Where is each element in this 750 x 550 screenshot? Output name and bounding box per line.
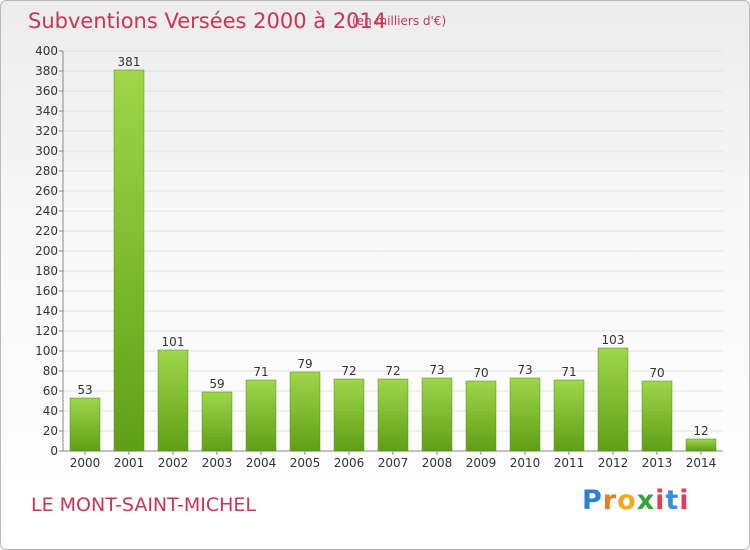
x-tick-label: 2011 <box>554 456 585 470</box>
x-tick-label: 2001 <box>114 456 145 470</box>
data-label: 101 <box>162 335 185 349</box>
chart-title: Subventions Versées 2000 à 2014 <box>28 9 387 33</box>
x-tick-label: 2005 <box>290 456 321 470</box>
y-tick-label: 200 <box>35 244 58 258</box>
data-label: 59 <box>209 377 224 391</box>
x-tick-label: 2008 <box>422 456 453 470</box>
data-label: 72 <box>385 364 400 378</box>
y-tick-label: 60 <box>43 384 58 398</box>
y-tick-label: 80 <box>43 364 58 378</box>
bar <box>113 69 145 452</box>
logo-letter: P <box>582 485 603 516</box>
y-tick-label: 100 <box>35 344 58 358</box>
bar <box>157 349 189 452</box>
y-tick-label: 260 <box>35 184 58 198</box>
x-tick-label: 2012 <box>598 456 629 470</box>
data-label: 12 <box>693 424 708 438</box>
bar <box>465 380 497 452</box>
bar <box>509 377 541 452</box>
y-tick-label: 240 <box>35 204 58 218</box>
y-tick-label: 320 <box>35 124 58 138</box>
y-tick-label: 160 <box>35 284 58 298</box>
proxiti-logo: Proxiti <box>582 485 690 516</box>
y-tick-label: 140 <box>35 304 58 318</box>
data-labels: 53 381 101 59 71 79 72 72 73 70 73 71 103 70 12 <box>77 55 708 438</box>
y-tick-label: 400 <box>35 44 58 58</box>
x-tick-label: 2002 <box>158 456 189 470</box>
data-label: 70 <box>473 366 488 380</box>
data-label: 73 <box>429 363 444 377</box>
data-label: 71 <box>253 365 268 379</box>
x-tick-label: 2003 <box>202 456 233 470</box>
logo-letter: o <box>617 485 637 516</box>
y-tick-label: 300 <box>35 144 58 158</box>
bar <box>377 378 409 452</box>
logo-letter: i <box>655 485 666 516</box>
logo-letter: x <box>636 485 656 516</box>
bar <box>333 378 365 452</box>
y-tick-label: 340 <box>35 104 58 118</box>
y-tick-label: 360 <box>35 84 58 98</box>
data-label: 103 <box>602 333 625 347</box>
unit-label: (en milliers d'€) <box>352 14 447 28</box>
y-tick-label: 120 <box>35 324 58 338</box>
bar <box>201 391 233 452</box>
y-tick-labels: 0 20 40 60 80 100 120 140 160 180 200 220 240 260 280 3… <box>35 44 58 458</box>
logo-letter: t <box>665 485 680 516</box>
bar <box>641 380 673 452</box>
data-label: 71 <box>561 365 576 379</box>
bar <box>69 397 101 452</box>
data-label: 70 <box>649 366 664 380</box>
data-label: 73 <box>517 363 532 377</box>
x-tick-label: 2009 <box>466 456 497 470</box>
y-tick-label: 380 <box>35 64 58 78</box>
bar <box>685 438 717 452</box>
x-tick-label: 2014 <box>686 456 717 470</box>
x-tick-label: 2007 <box>378 456 409 470</box>
bar <box>245 379 277 452</box>
bars <box>69 69 717 452</box>
data-label: 72 <box>341 364 356 378</box>
commune-name: LE MONT-SAINT-MICHEL <box>31 494 256 516</box>
logo-letter: i <box>679 485 690 516</box>
x-tick-label: 2000 <box>70 456 101 470</box>
x-tick-labels: 2000 2001 2002 2003 2004 2005 2006 2007 2008 2009… <box>70 456 717 470</box>
data-label: 79 <box>297 357 312 371</box>
x-tick-label: 2004 <box>246 456 277 470</box>
bar <box>289 371 321 452</box>
y-tick-label: 280 <box>35 164 58 178</box>
x-tick-label: 2006 <box>334 456 365 470</box>
data-label: 381 <box>118 55 141 69</box>
y-tick-label: 0 <box>50 444 58 458</box>
y-tick-label: 220 <box>35 224 58 238</box>
bar <box>553 379 585 452</box>
y-tick-label: 180 <box>35 264 58 278</box>
y-tick-label: 20 <box>43 424 58 438</box>
x-tick-label: 2010 <box>510 456 541 470</box>
bar <box>597 347 629 452</box>
y-tick-label: 40 <box>43 404 58 418</box>
bar <box>421 377 453 452</box>
logo-letter: r <box>602 485 618 516</box>
x-tick-label: 2013 <box>642 456 673 470</box>
data-label: 53 <box>77 383 92 397</box>
